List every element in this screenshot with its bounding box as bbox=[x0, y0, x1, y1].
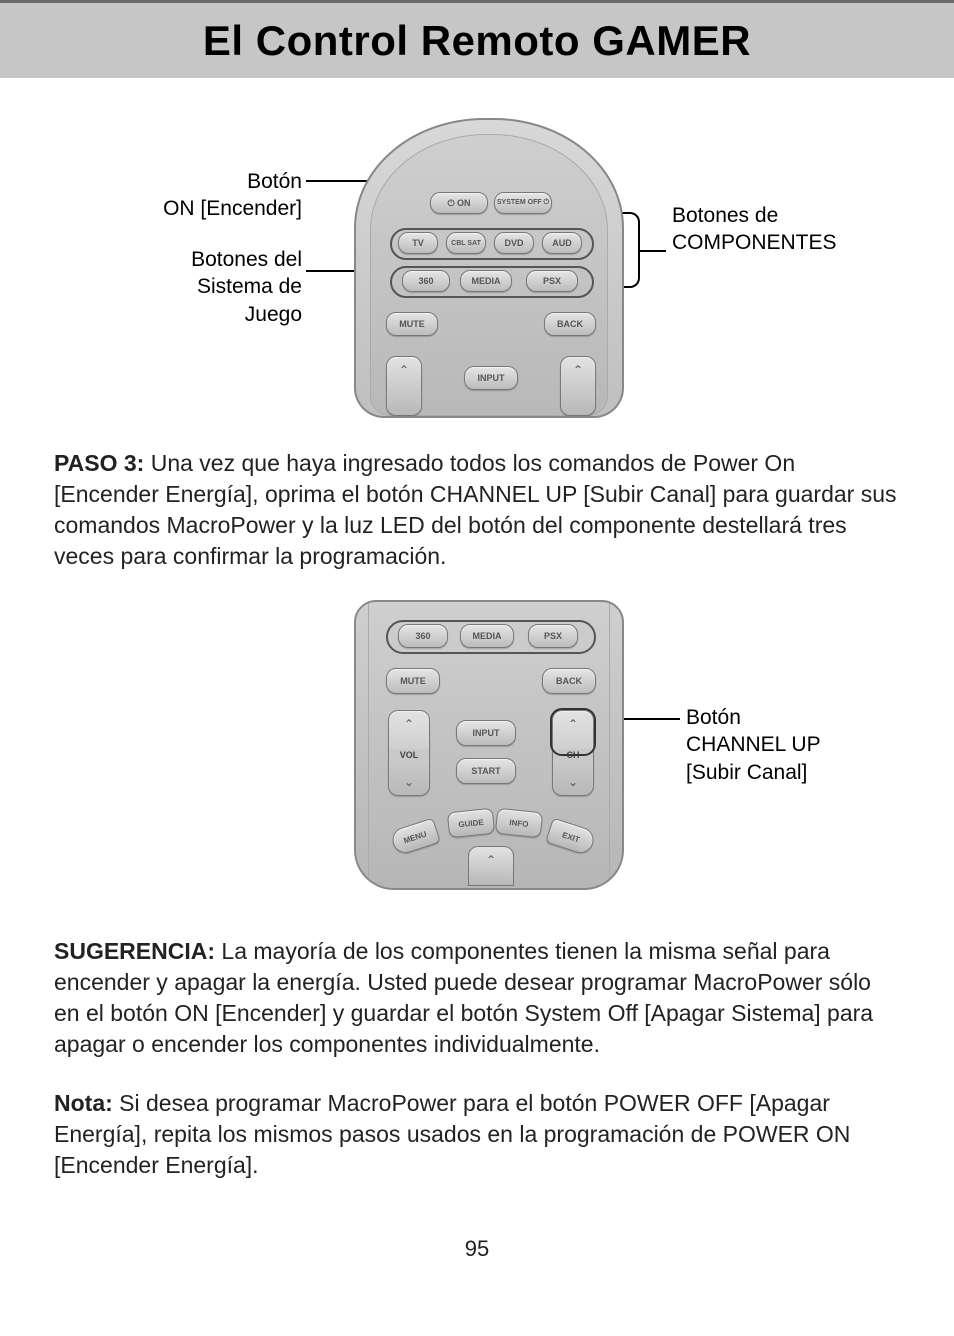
channel-up-highlight bbox=[550, 708, 596, 756]
mute-button: MUTE bbox=[386, 668, 440, 694]
dpad-up: ⌃ bbox=[468, 846, 514, 886]
back-button: BACK bbox=[542, 668, 596, 694]
ch-rocker: ⌃ bbox=[560, 356, 596, 416]
x360-button: 360 bbox=[398, 624, 448, 648]
tv-button: TV bbox=[398, 232, 438, 254]
page: El Control Remoto GAMER Botón ON [Encend… bbox=[0, 0, 954, 1302]
nota-lead: Nota: bbox=[54, 1090, 113, 1116]
figure-2: Botón CHANNEL UP [Subir Canal] 360 MEDIA… bbox=[54, 600, 900, 900]
mute-button: MUTE bbox=[386, 312, 438, 336]
content-area: Botón ON [Encender] Botones del Sistema … bbox=[0, 78, 954, 1182]
nota-body: Si desea programar MacroPower para el bo… bbox=[54, 1090, 850, 1178]
x360-button: 360 bbox=[402, 270, 450, 292]
system-off-button: SYSTEM OFF ⏻ bbox=[494, 192, 552, 214]
remote-illustration-top: ⏻ ON SYSTEM OFF ⏻ TV CBL SAT DVD AUD 360… bbox=[354, 118, 624, 418]
sugerencia-paragraph: SUGERENCIA: La mayoría de los componente… bbox=[54, 936, 900, 1060]
page-number: 95 bbox=[0, 1210, 954, 1302]
bracket-icon bbox=[622, 212, 640, 288]
paso-3-lead: PASO 3: bbox=[54, 450, 144, 476]
psx-button: PSX bbox=[528, 624, 578, 648]
on-button: ⏻ ON bbox=[430, 192, 488, 214]
remote-illustration-mid: 360 MEDIA PSX MUTE BACK ⌃VOL⌄ ⌃CH⌄ INPUT… bbox=[354, 600, 624, 890]
cbl-sat-button: CBL SAT bbox=[446, 232, 486, 254]
media-button: MEDIA bbox=[460, 270, 512, 292]
input-button: INPUT bbox=[464, 366, 518, 390]
vol-label: VOL bbox=[389, 749, 429, 761]
paso-3-paragraph: PASO 3: Una vez que haya ingresado todos… bbox=[54, 448, 900, 572]
nota-paragraph: Nota: Si desea programar MacroPower para… bbox=[54, 1088, 900, 1181]
psx-button: PSX bbox=[526, 270, 578, 292]
sugerencia-lead: SUGERENCIA: bbox=[54, 938, 215, 964]
leader-line bbox=[640, 250, 666, 252]
media-button: MEDIA bbox=[460, 624, 514, 648]
callout-game-system-buttons: Botones del Sistema de Juego bbox=[128, 246, 302, 328]
page-title: El Control Remoto GAMER bbox=[203, 17, 751, 65]
dvd-button: DVD bbox=[494, 232, 534, 254]
callout-on-button: Botón ON [Encender] bbox=[132, 168, 302, 223]
header-bar: El Control Remoto GAMER bbox=[0, 0, 954, 78]
info-button: INFO bbox=[495, 808, 543, 839]
paso-3-body: Una vez que haya ingresado todos los com… bbox=[54, 450, 897, 569]
aud-button: AUD bbox=[542, 232, 582, 254]
guide-button: GUIDE bbox=[447, 808, 495, 839]
vol-rocker: ⌃ bbox=[386, 356, 422, 416]
back-button: BACK bbox=[544, 312, 596, 336]
input-button: INPUT bbox=[456, 720, 516, 746]
start-button: START bbox=[456, 758, 516, 784]
figure-1: Botón ON [Encender] Botones del Sistema … bbox=[54, 108, 900, 428]
callout-component-buttons: Botones de COMPONENTES bbox=[672, 202, 952, 257]
callout-channel-up: Botón CHANNEL UP [Subir Canal] bbox=[686, 704, 946, 786]
vol-rocker: ⌃VOL⌄ bbox=[388, 710, 430, 796]
